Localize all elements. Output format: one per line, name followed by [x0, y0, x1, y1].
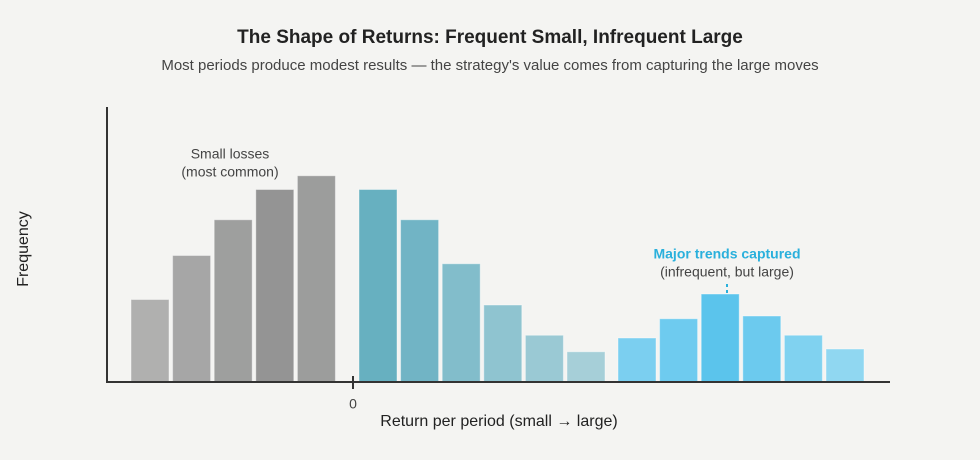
bar: [524, 334, 564, 383]
bars: [130, 175, 865, 383]
bar: [400, 219, 440, 383]
y-axis-label: Frequency: [15, 211, 32, 287]
annotation: Small losses: [191, 146, 270, 162]
bar: [566, 351, 606, 383]
x-tick-label: 0: [349, 396, 357, 412]
chart-title: The Shape of Returns: Frequent Small, In…: [237, 27, 743, 48]
bar: [742, 315, 782, 383]
bar: [700, 293, 740, 383]
chart-subtitle: Most periods produce modest results — th…: [161, 57, 818, 74]
annotation: (most common): [181, 164, 278, 180]
annotation: Major trends captured: [653, 246, 800, 262]
bar: [617, 337, 657, 383]
bar: [255, 189, 295, 383]
bar: [659, 318, 699, 383]
bar: [483, 304, 523, 383]
bar: [825, 348, 865, 383]
bar: [358, 189, 398, 383]
bar: [172, 255, 212, 383]
bar: [130, 299, 170, 383]
bar: [441, 263, 481, 383]
annotation: (infrequent, but large): [660, 264, 794, 280]
x-axis-label: Return per period (small → large): [380, 413, 617, 430]
bar: [296, 175, 336, 383]
bar: [213, 219, 253, 383]
bar: [783, 334, 823, 383]
